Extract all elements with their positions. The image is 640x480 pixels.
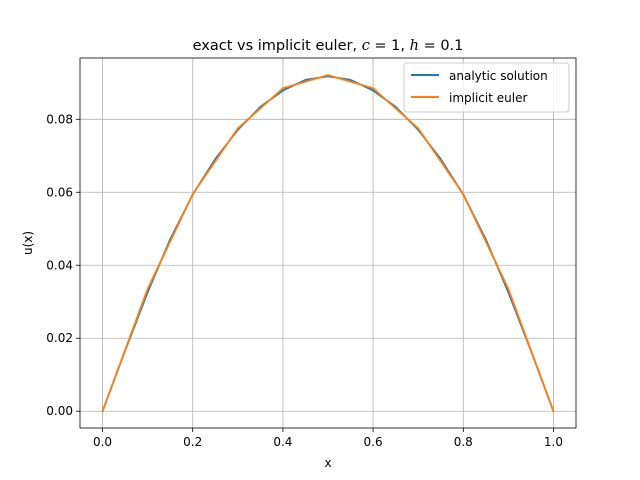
x-axis-ticks: 0.0 0.2 0.4 0.6 0.8 1.0: [93, 428, 563, 449]
y-tick-label: 0.08: [46, 112, 73, 126]
x-tick-label: 0.2: [183, 435, 202, 449]
legend: analytic solution implicit euler: [403, 62, 570, 113]
plot-area: [80, 58, 576, 428]
legend-label-analytic-solution: analytic solution: [449, 69, 548, 83]
series-line-implicit-euler: [101, 74, 555, 413]
x-axis-label: x: [324, 456, 331, 470]
x-tick-label: 0.8: [454, 435, 473, 449]
chart-title-eq-c: = 1,: [370, 38, 410, 54]
series-layer: [101, 74, 555, 413]
y-tick-label: 0.02: [46, 331, 73, 345]
y-axis-label: u(x): [21, 231, 35, 255]
y-tick-label: 0.04: [46, 258, 73, 272]
legend-box: [403, 62, 570, 113]
x-tick-label: 0.6: [364, 435, 383, 449]
plot-frame: [79, 57, 577, 429]
grid-lines: [80, 58, 576, 428]
chart-title-eq-h: = 0.1: [419, 38, 463, 54]
x-tick-label: 0.4: [273, 435, 292, 449]
y-tick-label: 0.06: [46, 185, 73, 199]
x-tick-label: 1.0: [544, 435, 563, 449]
chart-title: exact vs implicit euler, c = 1, h = 0.1: [193, 38, 464, 54]
x-tick-label: 0.0: [93, 435, 112, 449]
legend-label-implicit-euler: implicit euler: [449, 91, 527, 105]
chart-title-prefix: exact vs implicit euler,: [193, 38, 362, 54]
y-tick-label: 0.00: [46, 404, 73, 418]
chart-title-var-c: c: [362, 38, 370, 54]
chart-title-var-h: h: [410, 38, 419, 54]
y-axis-ticks: 0.00 0.02 0.04 0.06 0.08: [46, 112, 80, 418]
